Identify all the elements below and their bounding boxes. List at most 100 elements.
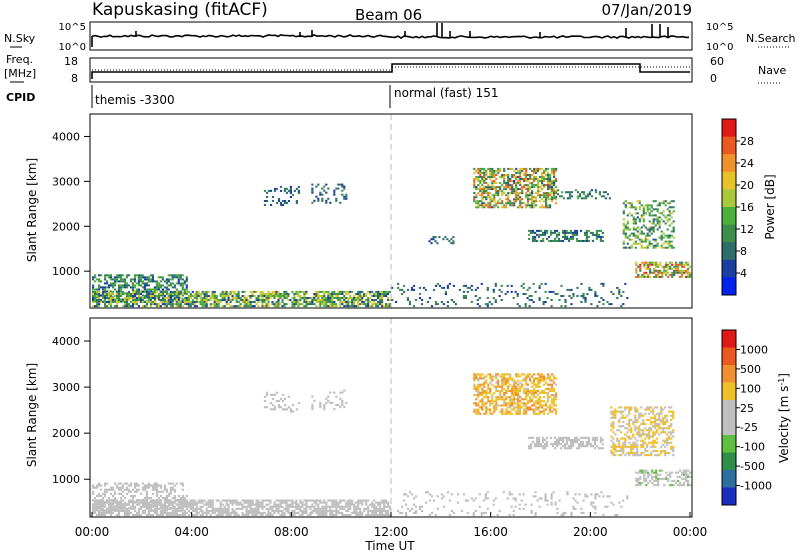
range-cell xyxy=(628,429,631,432)
range-cell xyxy=(109,293,113,295)
range-cell xyxy=(155,288,158,291)
range-cell xyxy=(331,293,334,295)
range-cell xyxy=(155,488,158,491)
range-cell xyxy=(223,511,226,514)
range-cell xyxy=(317,295,320,297)
range-cell xyxy=(669,273,672,276)
range-cell xyxy=(499,202,502,205)
range-cell xyxy=(537,188,540,191)
range-cell xyxy=(511,174,514,176)
range-cell xyxy=(560,305,563,308)
range-cell xyxy=(321,509,324,512)
range-cell xyxy=(661,265,664,268)
range-cell xyxy=(147,296,150,299)
range-cell xyxy=(117,503,121,506)
range-cell xyxy=(111,488,115,491)
range-cell xyxy=(98,509,101,512)
range-cell xyxy=(499,169,502,172)
range-cell xyxy=(473,182,476,184)
range-cell xyxy=(107,286,111,289)
range-cell xyxy=(493,410,496,413)
range-cell xyxy=(303,511,306,514)
range-cell xyxy=(187,301,190,303)
range-cell xyxy=(535,196,538,199)
range-cell xyxy=(497,192,500,195)
range-cell xyxy=(251,501,254,504)
range-cell xyxy=(295,299,298,301)
range-cell xyxy=(622,437,625,440)
range-cell xyxy=(473,387,476,390)
range-cell xyxy=(566,491,569,494)
range-cell xyxy=(550,229,553,232)
range-cell xyxy=(501,398,504,401)
range-cell xyxy=(329,301,332,303)
range-cell xyxy=(497,389,500,392)
range-cell xyxy=(481,178,484,180)
range-cell xyxy=(321,193,324,196)
range-cell xyxy=(319,509,322,512)
range-cell xyxy=(325,303,328,306)
range-cell xyxy=(647,273,650,276)
range-cell xyxy=(343,197,346,200)
range-cell xyxy=(191,303,194,306)
range-cell xyxy=(295,511,298,514)
range-cell xyxy=(139,299,142,301)
range-cell xyxy=(257,503,260,506)
range-cell xyxy=(165,499,168,502)
range-cell xyxy=(507,389,510,392)
range-cell xyxy=(668,206,671,209)
range-cell xyxy=(553,381,556,384)
range-cell xyxy=(265,295,268,297)
range-cell xyxy=(650,406,653,409)
range-cell xyxy=(583,231,587,234)
range-cell xyxy=(187,290,190,293)
range-cell xyxy=(622,290,625,293)
range-cell xyxy=(541,389,544,392)
range-cell xyxy=(277,400,281,403)
range-cell xyxy=(383,499,386,502)
range-cell xyxy=(299,295,302,297)
range-cell xyxy=(554,237,557,240)
range-cell xyxy=(547,192,550,195)
range-cell xyxy=(111,284,115,287)
range-cell xyxy=(119,488,123,491)
beam-label: Beam 06 xyxy=(355,6,422,24)
range-cell xyxy=(163,486,166,489)
range-cell xyxy=(303,290,306,293)
range-cell xyxy=(123,488,127,491)
range-cell xyxy=(193,499,196,502)
range-cell xyxy=(189,297,192,299)
range-cell xyxy=(501,377,504,380)
range-cell xyxy=(646,232,649,235)
range-cell xyxy=(483,404,486,407)
range-cell xyxy=(648,408,651,411)
range-cell xyxy=(251,503,254,506)
range-cell xyxy=(285,295,288,297)
range-cell xyxy=(141,274,144,277)
range-cell xyxy=(545,174,548,176)
range-cell xyxy=(525,396,528,399)
range-cell xyxy=(281,408,285,411)
range-cell xyxy=(159,501,162,504)
range-cell xyxy=(169,290,172,293)
range-cell xyxy=(269,507,272,510)
range-cell xyxy=(321,505,324,508)
range-cell xyxy=(209,297,212,299)
range-cell xyxy=(201,501,204,504)
range-cell xyxy=(509,412,512,415)
range-cell xyxy=(653,261,656,264)
range-cell xyxy=(365,507,368,510)
range-cell xyxy=(389,507,392,510)
range-cell xyxy=(642,414,645,417)
range-cell xyxy=(614,445,617,448)
range-cell xyxy=(628,228,631,231)
range-cell xyxy=(580,191,584,194)
range-cell xyxy=(113,497,117,500)
cpid-segment-1: themis -3300 xyxy=(95,93,175,107)
range-cell xyxy=(341,189,344,192)
range-cell xyxy=(153,503,156,506)
range-cell xyxy=(511,192,514,195)
range-cell xyxy=(540,233,543,236)
range-cell xyxy=(179,274,182,277)
range-cell xyxy=(473,200,476,203)
